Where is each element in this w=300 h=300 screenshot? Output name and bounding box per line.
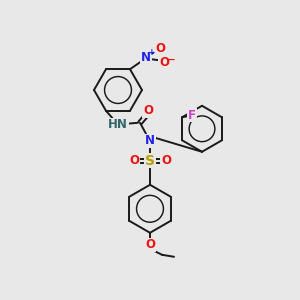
Text: N: N (145, 134, 155, 147)
Text: O: O (145, 238, 155, 251)
Text: N: N (141, 51, 151, 64)
Text: F: F (188, 109, 196, 122)
Text: −: − (167, 55, 176, 65)
Text: +: + (148, 48, 156, 57)
Text: O: O (161, 154, 171, 167)
Text: HN: HN (108, 118, 128, 131)
Text: O: O (159, 56, 169, 69)
Text: S: S (145, 154, 155, 168)
Text: O: O (129, 154, 139, 167)
Text: O: O (143, 104, 153, 117)
Text: O: O (155, 42, 165, 55)
